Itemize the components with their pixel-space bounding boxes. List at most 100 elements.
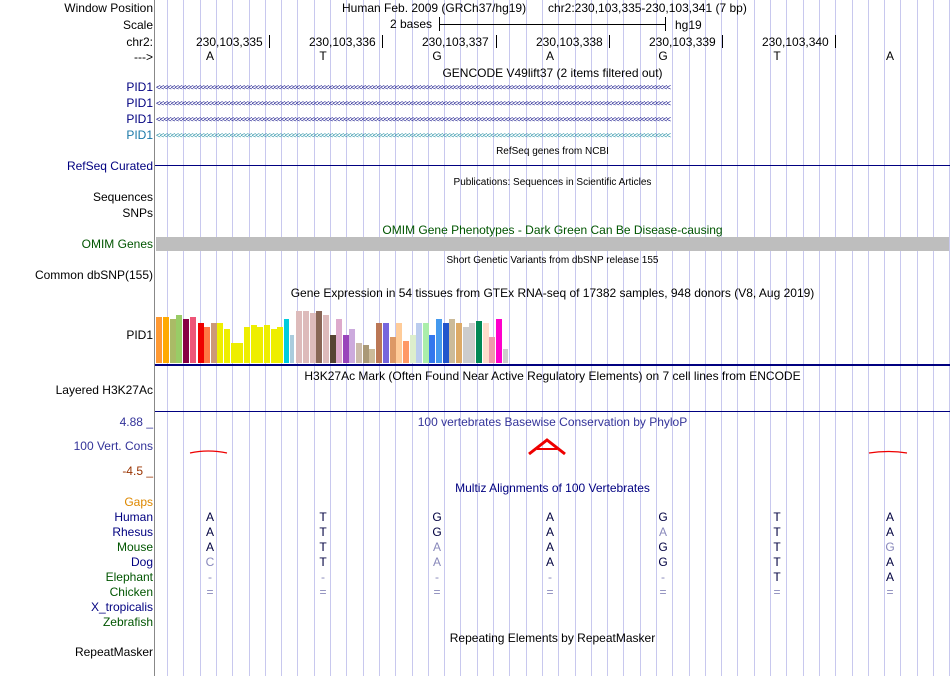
phylop-label[interactable]: 100 Vert. Cons bbox=[73, 439, 153, 453]
gtex-tissue-bar[interactable] bbox=[284, 319, 289, 363]
gtex-tissue-bar[interactable] bbox=[443, 323, 449, 363]
gencode-transcript[interactable]: <<<<<<<<<<<<<<<<<<<<<<<<<<<<<<<<<<<<<<<<… bbox=[156, 131, 671, 140]
gencode-transcript[interactable]: <<<<<<<<<<<<<<<<<<<<<<<<<<<<<<<<<<<<<<<<… bbox=[156, 99, 671, 108]
gtex-tissue-bar[interactable] bbox=[224, 329, 230, 363]
gtex-tissue-bar[interactable] bbox=[423, 323, 429, 363]
gtex-tissue-bar[interactable] bbox=[198, 323, 204, 363]
gtex-tissue-bar[interactable] bbox=[390, 337, 396, 363]
gtex-tissue-bar[interactable] bbox=[436, 319, 442, 363]
gtex-tissue-bar[interactable] bbox=[257, 327, 263, 363]
gtex-tissue-bar[interactable] bbox=[244, 327, 250, 363]
gtex-tissue-bar[interactable] bbox=[303, 311, 309, 363]
multiz-gaps-label[interactable]: Gaps bbox=[124, 495, 153, 509]
multiz-species-label[interactable]: Mouse bbox=[116, 540, 153, 554]
gtex-tissue-bar[interactable] bbox=[396, 323, 402, 363]
multiz-species-label[interactable]: Elephant bbox=[105, 570, 153, 584]
gtex-title[interactable]: Gene Expression in 54 tissues from GTEx … bbox=[290, 286, 815, 300]
multiz-species-label[interactable]: Dog bbox=[130, 555, 153, 569]
h3k27ac-title[interactable]: H3K27Ac Mark (Often Found Near Active Re… bbox=[304, 369, 801, 383]
gtex-tissue-bar[interactable] bbox=[496, 319, 502, 363]
gtex-tissue-bar[interactable] bbox=[410, 335, 416, 363]
omim-title[interactable]: OMIM Gene Phenotypes - Dark Green Can Be… bbox=[382, 223, 723, 237]
gtex-tissue-bar[interactable] bbox=[271, 329, 277, 363]
multiz-title[interactable]: Multiz Alignments of 100 Vertebrates bbox=[455, 481, 650, 495]
gtex-tissue-bar[interactable] bbox=[211, 323, 217, 363]
gtex-tissue-bar[interactable] bbox=[156, 317, 162, 363]
gtex-tissue-bar[interactable] bbox=[183, 319, 189, 363]
gencode-item-label[interactable]: PID1 bbox=[126, 80, 153, 94]
gencode-item-label[interactable]: PID1 bbox=[126, 112, 153, 126]
publications-title[interactable]: Publications: Sequences in Scientific Ar… bbox=[453, 177, 652, 188]
multiz-base: A bbox=[432, 540, 441, 554]
publications-sequences-label[interactable]: Sequences bbox=[92, 190, 153, 204]
gtex-tissue-bar[interactable] bbox=[264, 325, 270, 363]
refseq-gene-line[interactable] bbox=[155, 165, 950, 166]
gtex-tissue-bar[interactable] bbox=[463, 327, 469, 363]
publications-snps-label[interactable]: SNPs bbox=[122, 206, 153, 220]
gtex-tissue-bar[interactable] bbox=[251, 325, 257, 363]
omim-feature-bar[interactable] bbox=[156, 237, 949, 251]
gtex-tissue-bar[interactable] bbox=[343, 335, 349, 363]
gtex-tissue-bar[interactable] bbox=[349, 329, 355, 363]
phylop-title[interactable]: 100 vertebrates Basewise Conservation by… bbox=[417, 415, 688, 429]
gtex-tissue-bar[interactable] bbox=[369, 349, 375, 363]
repeatmasker-title[interactable]: Repeating Elements by RepeatMasker bbox=[449, 631, 656, 645]
gtex-tissue-bar[interactable] bbox=[170, 319, 176, 363]
multiz-base: - bbox=[435, 570, 439, 584]
gtex-tissue-bar[interactable] bbox=[204, 327, 210, 363]
gtex-tissue-bar[interactable] bbox=[363, 345, 369, 363]
gtex-tissue-bar[interactable] bbox=[356, 343, 362, 363]
gtex-bar-chart[interactable] bbox=[155, 300, 535, 364]
base-gridline bbox=[232, 0, 233, 676]
gtex-tissue-bar[interactable] bbox=[489, 337, 495, 363]
multiz-species-label[interactable]: Human bbox=[114, 510, 153, 524]
repeatmasker-label[interactable]: RepeatMasker bbox=[74, 645, 153, 659]
gtex-tissue-bar[interactable] bbox=[416, 323, 422, 363]
gtex-tissue-bar[interactable] bbox=[336, 319, 342, 363]
gencode-item-label[interactable]: PID1 bbox=[126, 96, 153, 110]
gtex-tissue-bar[interactable] bbox=[217, 323, 223, 363]
gtex-tissue-bar[interactable] bbox=[290, 335, 294, 363]
gtex-tissue-bar[interactable] bbox=[403, 341, 409, 363]
gtex-tissue-bar[interactable] bbox=[190, 317, 196, 363]
gtex-tissue-bar[interactable] bbox=[449, 319, 455, 363]
multiz-base: G bbox=[432, 510, 442, 524]
h3k27ac-label[interactable]: Layered H3K27Ac bbox=[55, 383, 153, 397]
gtex-tissue-bar[interactable] bbox=[456, 323, 462, 363]
gencode-item-label[interactable]: PID1 bbox=[126, 128, 153, 142]
multiz-species-label[interactable]: X_tropicalis bbox=[90, 600, 153, 614]
gtex-tissue-bar[interactable] bbox=[330, 335, 336, 363]
phylop-peak bbox=[528, 438, 566, 456]
gtex-tissue-bar[interactable] bbox=[316, 311, 322, 363]
gtex-tissue-bar[interactable] bbox=[277, 327, 283, 363]
gtex-tissue-bar[interactable] bbox=[376, 323, 382, 363]
gencode-transcript[interactable]: <<<<<<<<<<<<<<<<<<<<<<<<<<<<<<<<<<<<<<<<… bbox=[156, 115, 671, 124]
gtex-tissue-bar[interactable] bbox=[176, 315, 182, 363]
multiz-species-label[interactable]: Zebrafish bbox=[102, 615, 153, 629]
gtex-tissue-bar[interactable] bbox=[503, 349, 508, 363]
gtex-tissue-bar[interactable] bbox=[429, 335, 435, 363]
phylop-wiggle[interactable] bbox=[155, 430, 950, 460]
gtex-tissue-bar[interactable] bbox=[476, 321, 482, 363]
gtex-tissue-bar[interactable] bbox=[483, 323, 489, 363]
gencode-transcript[interactable]: <<<<<<<<<<<<<<<<<<<<<<<<<<<<<<<<<<<<<<<<… bbox=[156, 83, 671, 92]
gtex-tissue-bar[interactable] bbox=[296, 311, 302, 363]
gtex-tissue-bar[interactable] bbox=[231, 343, 237, 363]
gtex-tissue-bar[interactable] bbox=[383, 323, 389, 363]
phylop-max-label: 4.88 _ bbox=[119, 415, 153, 429]
omim-label[interactable]: OMIM Genes bbox=[81, 237, 153, 251]
multiz-species-label[interactable]: Chicken bbox=[109, 585, 153, 599]
gtex-tissue-bar[interactable] bbox=[237, 343, 243, 363]
gtex-label[interactable]: PID1 bbox=[126, 328, 153, 342]
gencode-title[interactable]: GENCODE V49lift37 (2 items filtered out) bbox=[442, 66, 663, 80]
refseq-title[interactable]: RefSeq genes from NCBI bbox=[496, 146, 609, 157]
coord-tick bbox=[609, 35, 610, 48]
dbsnp-title[interactable]: Short Genetic Variants from dbSNP releas… bbox=[446, 255, 659, 266]
multiz-species-label[interactable]: Rhesus bbox=[112, 525, 153, 539]
gtex-tissue-bar[interactable] bbox=[469, 323, 475, 363]
gtex-tissue-bar[interactable] bbox=[310, 313, 316, 363]
dbsnp-label[interactable]: Common dbSNP(155) bbox=[34, 268, 153, 282]
refseq-label[interactable]: RefSeq Curated bbox=[66, 159, 153, 173]
gtex-tissue-bar[interactable] bbox=[163, 317, 169, 363]
gtex-tissue-bar[interactable] bbox=[323, 315, 329, 363]
